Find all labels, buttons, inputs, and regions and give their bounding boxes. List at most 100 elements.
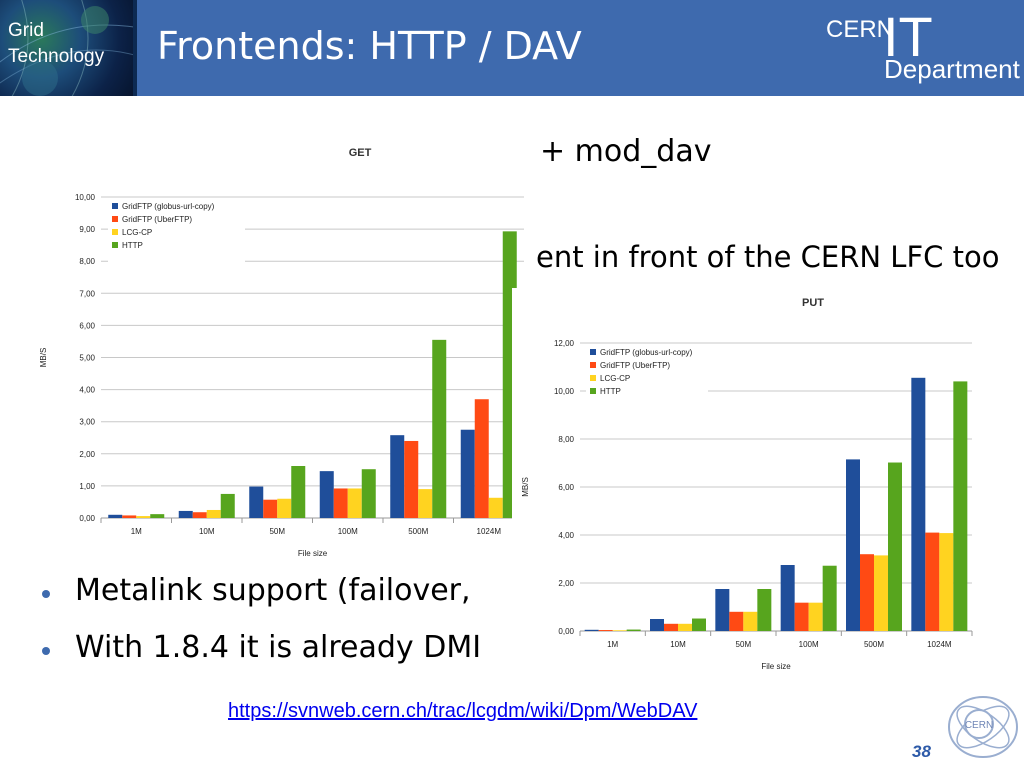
globe-grid-graphic: [0, 0, 137, 96]
bar-get-1m: [150, 514, 165, 518]
y-tick-label: 0,00: [79, 514, 95, 523]
bullet-text: Metalink support (failover,: [75, 573, 471, 608]
bar-get-1m: [122, 515, 137, 518]
bar-put-100m: [808, 602, 823, 631]
bar-put-10m: [650, 619, 664, 631]
bar-get-1m: [108, 514, 123, 518]
bar-put-500m: [874, 555, 888, 631]
y-tick-label: 8,00: [558, 435, 574, 444]
y-tick-label: 6,00: [558, 483, 574, 492]
it-logo-text: IT: [883, 5, 933, 68]
bar-put-500m: [888, 462, 902, 631]
bar-get-500m: [418, 489, 433, 518]
legend-label: LCG-CP: [600, 374, 630, 383]
x-tick-label: 1024M: [927, 640, 952, 649]
get-bar-chart: GET 0,00 1,00 2,00 3,00 4,00 5,00 6,00 7,00 8,00 9…: [39, 147, 525, 558]
chart-title: GET: [349, 147, 372, 159]
y-tick-label: 12,00: [554, 339, 575, 348]
x-tick-label: 1M: [607, 640, 618, 649]
x-tick-label: 500M: [864, 640, 884, 649]
bar-put-50m: [715, 589, 730, 631]
bar-put-500m: [860, 554, 874, 631]
x-tick-label: 100M: [338, 527, 358, 536]
bar-put-100m: [794, 602, 809, 631]
y-tick-label: 6,00: [79, 321, 95, 330]
department-logo-text: Department: [884, 54, 1020, 84]
bullet-marker: [42, 647, 50, 655]
y-tick-label: 4,00: [79, 386, 95, 395]
x-tick-label: 100M: [799, 640, 819, 649]
legend-label: HTTP: [600, 387, 621, 396]
bar-put-1m: [626, 629, 641, 631]
bar-put-1024m: [925, 532, 940, 631]
legend-swatch: [112, 229, 118, 235]
x-axis-label: File size: [298, 549, 328, 558]
legend-swatch: [112, 203, 118, 209]
header-divider: [133, 0, 137, 96]
legend-box: [108, 200, 245, 264]
x-tick-label: 10M: [199, 527, 215, 536]
bar-put-1m: [612, 630, 627, 631]
x-tick-label: 10M: [670, 640, 686, 649]
bar-get-100m: [361, 469, 376, 518]
x-tick-label: 50M: [269, 527, 285, 536]
slide-header: Grid Technology Frontends: HTTP / DAV CE…: [0, 0, 1024, 96]
legend-label: GridFTP (UberFTP): [600, 361, 670, 370]
bar-get-50m: [277, 498, 292, 518]
x-tick-label: 50M: [736, 640, 752, 649]
put-bar-chart: PUT 0,00 2,00 4,00 6,00 8,00 10,00 12,00 1M 10M 50…: [521, 297, 973, 671]
bar-get-100m: [333, 488, 348, 518]
y-tick-label: 9,00: [79, 225, 95, 234]
bar-get-10m: [178, 510, 193, 518]
bar-get-500m: [432, 339, 447, 518]
bar-put-10m: [678, 623, 692, 631]
bullet-text: With 1.8.4 it is already DMI: [75, 630, 482, 665]
bar-put-1024m: [911, 377, 926, 631]
y-axis-label: MB/S: [521, 477, 530, 497]
bar-get-1024m: [460, 429, 475, 518]
y-axis-label: MB/S: [39, 348, 48, 368]
legend-swatch: [112, 242, 118, 248]
y-tick-label: 10,00: [554, 387, 575, 396]
bar-get-10m: [220, 493, 235, 518]
bar-get-10m: [192, 512, 207, 518]
svg-text:CERN: CERN: [965, 720, 993, 731]
cern-it-department-logo: CERN IT Department: [826, 5, 1021, 84]
legend-label: HTTP: [122, 241, 143, 250]
bar-put-1024m: [953, 381, 968, 631]
bar-put-100m: [780, 565, 795, 631]
y-tick-label: 2,00: [558, 579, 574, 588]
logo-text-grid: Grid: [8, 20, 44, 41]
chart-title: PUT: [802, 297, 824, 309]
y-tick-label: 3,00: [79, 418, 95, 427]
bar-put-500m: [846, 459, 860, 631]
legend-label: GridFTP (globus-url-copy): [600, 348, 693, 357]
y-tick-label: 7,00: [79, 289, 95, 298]
bar-get-50m: [291, 465, 306, 518]
bullet-marker: [42, 590, 50, 598]
x-tick-label: 500M: [408, 527, 428, 536]
bar-put-10m: [664, 623, 678, 631]
slide-title: Frontends: HTTP / DAV: [157, 24, 582, 68]
bar-put-10m: [692, 618, 706, 631]
legend-label: GridFTP (globus-url-copy): [122, 202, 215, 211]
partial-text-line-1: + mod_dav: [540, 134, 712, 169]
logo-text-technology: Technology: [8, 46, 105, 67]
x-axis-label: File size: [761, 662, 791, 671]
bar-get-10m: [206, 509, 221, 518]
legend-box: [586, 346, 708, 404]
legend-label: LCG-CP: [122, 228, 152, 237]
y-tick-label: 0,00: [558, 627, 574, 636]
bar-get-1024m: [488, 497, 503, 518]
partial-text-line-2: ent in front of the CERN LFC too: [536, 240, 1000, 274]
x-tick-label: 1M: [131, 527, 142, 536]
legend-swatch: [590, 388, 596, 394]
bar-put-1024m: [939, 533, 954, 631]
get-chart-panel: GET 0,00 1,00 2,00 3,00 4,00 5,00 6,00 7,00 8,00 9…: [28, 136, 532, 568]
y-tick-label: 10,00: [75, 193, 96, 202]
bar-get-50m: [249, 486, 264, 518]
bar-get-100m: [319, 471, 334, 518]
bar-put-50m: [757, 589, 772, 631]
webdav-wiki-link[interactable]: https://svnweb.cern.ch/trac/lcgdm/wiki/D…: [228, 700, 698, 722]
legend-swatch: [590, 349, 596, 355]
